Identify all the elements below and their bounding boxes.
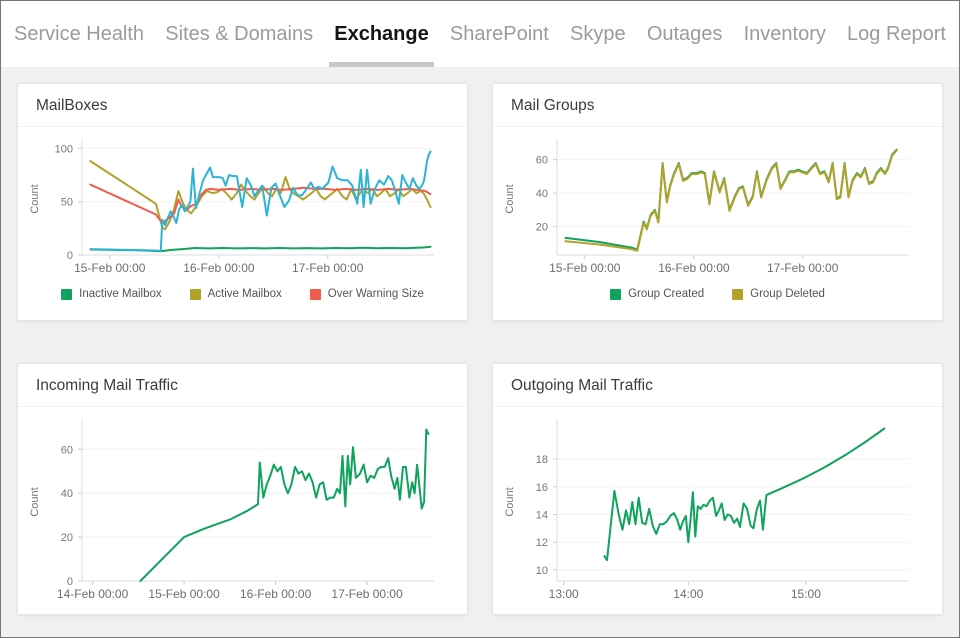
mailboxes-legend: Inactive Mailbox Active Mailbox Over Warni… — [18, 288, 467, 300]
svg-text:12: 12 — [536, 537, 548, 549]
svg-text:15-Feb 00:00: 15-Feb 00:00 — [74, 261, 146, 275]
legend-swatch — [61, 288, 73, 300]
svg-text:16-Feb 00:00: 16-Feb 00:00 — [658, 261, 730, 275]
svg-text:18: 18 — [536, 454, 548, 466]
svg-text:17-Feb 00:00: 17-Feb 00:00 — [292, 261, 364, 275]
chart-title-outgoing: Outgoing Mail Traffic — [493, 364, 942, 407]
svg-text:15-Feb 00:00: 15-Feb 00:00 — [148, 587, 220, 601]
legend-item-over-warning-size[interactable]: Over Warning Size — [309, 288, 424, 300]
svg-text:100: 100 — [55, 143, 73, 155]
legend-swatch — [189, 288, 201, 300]
legend-item-group-created[interactable]: Group Created — [610, 288, 704, 300]
svg-text:0: 0 — [67, 250, 73, 262]
panel-mail-groups: Mail Groups 20 40 60 15-Feb 00:00 16-Feb 00:… — [492, 83, 943, 321]
svg-text:0: 0 — [67, 576, 73, 588]
svg-text:10: 10 — [536, 565, 548, 577]
tab-label: Outages — [646, 22, 723, 45]
svg-text:15:00: 15:00 — [791, 587, 821, 601]
svg-text:Count: Count — [504, 487, 516, 516]
svg-text:Count: Count — [504, 184, 516, 213]
tab-sharepoint[interactable]: SharePoint — [445, 1, 554, 67]
svg-text:14: 14 — [536, 510, 548, 522]
tab-sites-domains[interactable]: Sites & Domains — [160, 1, 318, 67]
legend-label: Active Mailbox — [207, 288, 282, 300]
dashboard-tabbar: Service Health Sites & Domains Exchange Sha… — [1, 1, 959, 67]
chart-title-mailboxes: MailBoxes — [18, 84, 467, 127]
outgoing-mail-line-chart[interactable]: 10 12 14 16 18 13:00 14:00 15:00 Count — [501, 413, 917, 609]
legend-item-inactive-mailbox[interactable]: Inactive Mailbox — [61, 288, 162, 300]
tab-label: SharePoint — [449, 22, 549, 45]
svg-text:50: 50 — [61, 197, 73, 209]
tab-skype[interactable]: Skype — [565, 1, 631, 67]
svg-text:20: 20 — [61, 532, 73, 544]
chart-title-incoming: Incoming Mail Traffic — [18, 364, 467, 407]
svg-text:Count: Count — [29, 184, 41, 213]
chart-area-incoming: 0 20 40 60 14-Feb 00:00 15-Feb 00:00 16-Feb 00… — [18, 407, 467, 609]
svg-text:40: 40 — [536, 188, 548, 200]
mail-groups-line-chart[interactable]: 20 40 60 15-Feb 00:00 16-Feb 00:00 17-Feb 00:… — [501, 133, 917, 283]
legend-swatch — [732, 288, 744, 300]
svg-text:16-Feb 00:00: 16-Feb 00:00 — [183, 261, 255, 275]
tab-service-health[interactable]: Service Health — [9, 1, 149, 67]
chart-title-mail-groups: Mail Groups — [493, 84, 942, 127]
active-tab-underline — [329, 62, 434, 67]
legend-swatch — [610, 288, 622, 300]
tab-label: Sites & Domains — [165, 22, 314, 45]
svg-text:14:00: 14:00 — [673, 587, 703, 601]
dashboard-content: MailBoxes 0 50 100 15-Feb 00:00 16-Feb 00:00… — [1, 67, 959, 631]
legend-label: Over Warning Size — [327, 288, 424, 300]
legend-item-group-deleted[interactable]: Group Deleted — [732, 288, 825, 300]
tab-label: Skype — [570, 22, 626, 45]
tab-log-report[interactable]: Log Report — [842, 1, 951, 67]
mail-groups-legend: Group Created Group Deleted — [493, 288, 942, 300]
panel-mailboxes: MailBoxes 0 50 100 15-Feb 00:00 16-Feb 00:00… — [17, 83, 468, 321]
svg-text:Count: Count — [29, 487, 41, 516]
incoming-mail-line-chart[interactable]: 0 20 40 60 14-Feb 00:00 15-Feb 00:00 16-Feb 00… — [26, 413, 442, 609]
chart-area-mailboxes: 0 50 100 15-Feb 00:00 16-Feb 00:00 17-Feb 00:… — [18, 127, 467, 283]
svg-text:15-Feb 00:00: 15-Feb 00:00 — [549, 261, 621, 275]
tab-label: Service Health — [14, 22, 145, 45]
legend-label: Inactive Mailbox — [79, 288, 162, 300]
legend-label: Group Created — [628, 288, 705, 300]
legend-label: Group Deleted — [750, 288, 825, 300]
svg-text:17-Feb 00:00: 17-Feb 00:00 — [767, 261, 839, 275]
legend-swatch — [309, 288, 321, 300]
tab-label: Log Report — [847, 22, 946, 45]
svg-text:40: 40 — [61, 488, 73, 500]
chart-area-outgoing: 10 12 14 16 18 13:00 14:00 15:00 Count — [493, 407, 942, 609]
tab-label: Inventory — [743, 22, 826, 45]
svg-text:17-Feb 00:00: 17-Feb 00:00 — [331, 587, 403, 601]
svg-text:16-Feb 00:00: 16-Feb 00:00 — [240, 587, 312, 601]
svg-text:14-Feb 00:00: 14-Feb 00:00 — [57, 587, 129, 601]
tab-inventory[interactable]: Inventory — [739, 1, 831, 67]
svg-text:20: 20 — [536, 222, 548, 234]
mailboxes-line-chart[interactable]: 0 50 100 15-Feb 00:00 16-Feb 00:00 17-Feb 00:… — [26, 133, 442, 283]
svg-text:60: 60 — [61, 444, 73, 456]
tab-outages[interactable]: Outages — [642, 1, 728, 67]
svg-text:16: 16 — [536, 482, 548, 494]
panel-incoming-mail-traffic: Incoming Mail Traffic 0 20 40 60 14-Feb 00:0… — [17, 363, 468, 615]
legend-item-active-mailbox[interactable]: Active Mailbox — [189, 288, 282, 300]
chart-area-mail-groups: 20 40 60 15-Feb 00:00 16-Feb 00:00 17-Feb 00:… — [493, 127, 942, 283]
tab-label: Exchange — [334, 22, 429, 45]
panel-outgoing-mail-traffic: Outgoing Mail Traffic 10 12 14 16 18 13:00 14:… — [492, 363, 943, 615]
tab-exchange[interactable]: Exchange — [329, 1, 434, 67]
svg-text:60: 60 — [536, 155, 548, 167]
svg-text:13:00: 13:00 — [549, 587, 579, 601]
